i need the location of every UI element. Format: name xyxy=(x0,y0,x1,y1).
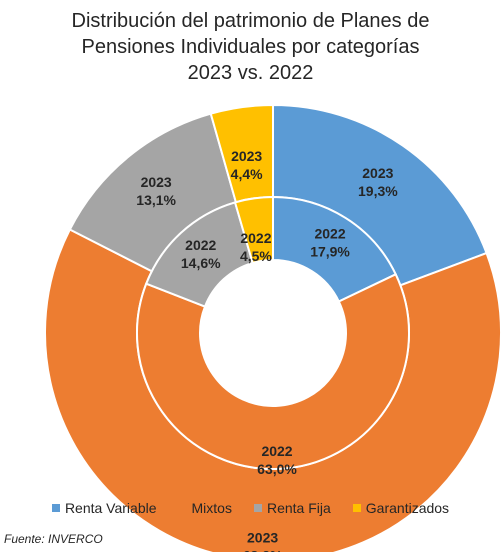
legend: Renta Variable Mixtos Renta Fija Garanti… xyxy=(0,500,501,516)
slice-year-label: 2023 xyxy=(231,148,262,164)
title-line-1: Distribución del patrimonio de Planes de xyxy=(71,10,430,32)
chart-title: Distribución del patrimonio de Planes de… xyxy=(0,8,501,86)
slice-label-outer-renta-variable: 2023 19,3% xyxy=(358,165,398,199)
legend-label: Renta Fija xyxy=(266,500,331,516)
slice-label-inner-garantizados: 2022 4,5% xyxy=(240,230,272,264)
slice-year-label: 2023 xyxy=(247,530,278,546)
slice-label-inner-renta-variable: 2022 17,9% xyxy=(310,225,350,259)
legend-item-mixtos: Mixtos xyxy=(178,500,232,516)
slice-year-label: 2022 xyxy=(261,443,292,459)
legend-swatch-renta-variable xyxy=(51,504,60,512)
slice-inner-garantizados xyxy=(233,195,274,265)
legend-label: Mixtos xyxy=(191,500,232,516)
legend-label: Garantizados xyxy=(365,500,450,516)
slice-value-label: 4,5% xyxy=(240,248,272,264)
slice-inner-mixtos xyxy=(136,272,410,470)
legend-swatch-garantizados xyxy=(352,504,361,512)
slice-value-label: 13,1% xyxy=(136,192,176,208)
slice-year-label: 2023 xyxy=(362,165,393,181)
legend-item-garantizados: Garantizados xyxy=(352,500,450,516)
slice-value-label: 63,2% xyxy=(243,548,283,552)
legend-label: Renta Variable xyxy=(64,500,157,516)
slice-year-label: 2022 xyxy=(314,225,345,241)
slice-label-inner-mixtos: 2022 63,0% xyxy=(257,443,297,477)
slice-label-outer-garantizados: 2023 4,4% xyxy=(231,148,263,182)
slice-value-label: 63,0% xyxy=(257,461,297,477)
slice-year-label: 2023 xyxy=(141,174,172,190)
slice-value-label: 4,4% xyxy=(231,166,263,182)
legend-swatch-mixtos xyxy=(178,504,187,512)
slice-value-label: 14,6% xyxy=(181,255,221,271)
title-line-2: Pensiones Individuales por categorías xyxy=(81,36,420,58)
slice-label-outer-renta-fija: 2023 13,1% xyxy=(136,174,176,208)
source-note: Fuente: INVERCO xyxy=(4,532,103,546)
legend-item-renta-variable: Renta Variable xyxy=(51,500,157,516)
legend-item-renta-fija: Renta Fija xyxy=(253,500,331,516)
title-line-3: 2023 vs. 2022 xyxy=(187,62,314,84)
slice-value-label: 19,3% xyxy=(358,183,398,199)
slice-value-label: 17,9% xyxy=(310,243,350,259)
slice-year-label: 2022 xyxy=(185,237,216,253)
slice-label-outer-mixtos: 2023 63,2% xyxy=(243,530,283,552)
legend-swatch-renta-fija xyxy=(253,504,262,512)
slice-label-inner-renta-fija: 2022 14,6% xyxy=(181,237,221,271)
slice-year-label: 2022 xyxy=(240,230,271,246)
